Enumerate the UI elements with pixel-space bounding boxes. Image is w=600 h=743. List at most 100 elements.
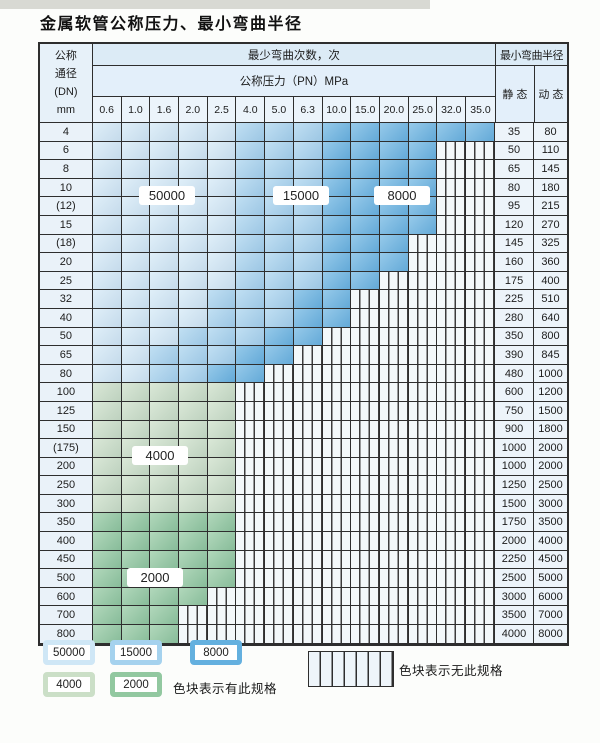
spec-cell-pn-6.3 xyxy=(293,215,323,235)
spec-cell-pn-1.0 xyxy=(121,271,151,291)
dn-label: 800 xyxy=(40,625,93,644)
dynamic-radius-value: 325 xyxy=(534,234,567,254)
table-row-dn-4: 4 35 80 xyxy=(40,123,567,142)
dynamic-radius-value: 3500 xyxy=(534,513,567,533)
spec-cell-pn-15.0 xyxy=(351,178,380,198)
spec-cell-pn-1.6 xyxy=(150,625,179,644)
table-header: 公称 通径 (DN) mm 最少弯曲次数，次 公称压力（PN）MPa 0.6 1.0 1.… xyxy=(40,44,567,123)
dn-label: 700 xyxy=(40,606,93,626)
spec-cell-pn-2.5 xyxy=(207,364,237,384)
spec-cell-pn-2.0 xyxy=(178,271,208,291)
spec-cell-pn-4.0 xyxy=(236,308,266,328)
dn-header-line: 通径 xyxy=(54,68,77,80)
spec-cell-pn-2.0 xyxy=(178,327,208,347)
spec-cell-pn-25.0 xyxy=(408,123,438,142)
spec-cell-pn-0.6 xyxy=(92,383,122,402)
scan-edge-strip xyxy=(0,0,430,9)
spec-cell-pn-6.3 xyxy=(293,271,323,291)
no-spec-cell-pn-20.0 xyxy=(379,532,409,551)
no-spec-cell-pn-35.0 xyxy=(466,253,495,272)
spec-cell-pn-6.3 xyxy=(293,141,323,161)
spec-cell-pn-1.0 xyxy=(121,476,151,495)
table-row-dn-450: 450 2250 4500 xyxy=(40,550,567,570)
spec-cell-pn-1.0 xyxy=(121,253,151,272)
no-spec-cell-pn-10.0 xyxy=(322,494,352,514)
no-spec-cell-pn-25.0 xyxy=(408,401,438,421)
table-row-dn-400: 400 2000 4000 xyxy=(40,532,567,551)
pressure-col-header-1.6: 1.6 xyxy=(150,97,179,123)
dynamic-radius-value: 2000 xyxy=(534,439,567,458)
no-spec-cell-pn-35.0 xyxy=(466,308,495,328)
no-spec-cell-pn-10.0 xyxy=(322,569,352,588)
dn-label: 15 xyxy=(40,215,93,235)
no-spec-cell-pn-20.0 xyxy=(379,383,409,402)
spec-cell-pn-5.0 xyxy=(265,271,294,291)
no-spec-cell-pn-10.0 xyxy=(322,457,352,477)
dynamic-radius-value: 8000 xyxy=(534,625,567,644)
spec-cell-pn-2.5 xyxy=(207,141,237,161)
dn-label: 6 xyxy=(40,141,93,161)
legend-no-spec-note: 色块表示无此规格 xyxy=(399,664,504,678)
spec-cell-pn-4.0 xyxy=(236,123,266,142)
spec-cell-pn-10.0 xyxy=(322,215,352,235)
dynamic-header: 动 态 xyxy=(534,66,567,123)
pressure-col-header-4.0: 4.0 xyxy=(236,97,266,123)
no-spec-cell-pn-6.3 xyxy=(293,625,323,644)
static-radius-value: 3000 xyxy=(494,587,535,607)
no-spec-cell-pn-4.0 xyxy=(236,513,266,533)
pressure-col-header-10.0: 10.0 xyxy=(322,97,352,123)
no-spec-cell-pn-5.0 xyxy=(265,476,294,495)
dn-label: 40 xyxy=(40,308,93,328)
no-spec-cell-pn-15.0 xyxy=(351,625,380,644)
spec-cell-pn-15.0 xyxy=(351,271,380,291)
spec-cell-pn-4.0 xyxy=(236,215,266,235)
no-spec-cell-pn-15.0 xyxy=(351,290,380,309)
dn-label: 125 xyxy=(40,401,93,421)
static-radius-value: 95 xyxy=(494,197,535,216)
dn-label: 80 xyxy=(40,364,93,384)
zone-label-4000: 4000 xyxy=(132,446,188,465)
no-spec-cell-pn-10.0 xyxy=(322,606,352,626)
no-spec-cell-pn-35.0 xyxy=(466,178,495,198)
spec-cell-pn-1.6 xyxy=(150,308,179,328)
spec-cell-pn-1.6 xyxy=(150,606,179,626)
spec-cell-pn-1.0 xyxy=(121,346,151,365)
dn-label: 8 xyxy=(40,160,93,179)
no-spec-cell-pn-35.0 xyxy=(466,532,495,551)
dn-label: 450 xyxy=(40,550,93,570)
spec-cell-pn-2.0 xyxy=(178,308,208,328)
dynamic-radius-value: 2500 xyxy=(534,476,567,495)
no-spec-cell-pn-35.0 xyxy=(466,271,495,291)
dn-label: 25 xyxy=(40,271,93,291)
no-spec-cell-pn-32.0 xyxy=(437,587,467,607)
spec-cell-pn-2.5 xyxy=(207,197,237,216)
static-radius-value: 65 xyxy=(494,160,535,179)
spec-cell-pn-1.0 xyxy=(121,494,151,514)
no-spec-cell-pn-20.0 xyxy=(379,457,409,477)
spec-cell-pn-20.0 xyxy=(379,160,409,179)
no-spec-cell-pn-6.3 xyxy=(293,606,323,626)
dn-label: 150 xyxy=(40,420,93,440)
no-spec-cell-pn-4.0 xyxy=(236,532,266,551)
legend-no-spec-swatch xyxy=(308,651,394,687)
spec-cell-pn-4.0 xyxy=(236,290,266,309)
no-spec-cell-pn-15.0 xyxy=(351,494,380,514)
no-spec-cell-pn-25.0 xyxy=(408,625,438,644)
spec-cell-pn-2.5 xyxy=(207,234,237,254)
spec-cell-pn-6.3 xyxy=(293,308,323,328)
legend-has-spec-note: 色块表示有此规格 xyxy=(173,682,278,696)
no-spec-cell-pn-20.0 xyxy=(379,494,409,514)
no-spec-cell-pn-20.0 xyxy=(379,420,409,440)
no-spec-cell-pn-6.3 xyxy=(293,476,323,495)
spec-cell-pn-2.0 xyxy=(178,401,208,421)
spec-cell-pn-1.6 xyxy=(150,420,179,440)
no-spec-cell-pn-32.0 xyxy=(437,606,467,626)
no-spec-cell-pn-32.0 xyxy=(437,457,467,477)
table-row-dn-800: 800 4000 8000 xyxy=(40,625,567,644)
spec-cell-pn-2.5 xyxy=(207,327,237,347)
no-spec-cell-pn-4.0 xyxy=(236,401,266,421)
no-spec-cell-pn-5.0 xyxy=(265,606,294,626)
dn-label: 400 xyxy=(40,532,93,551)
static-radius-value: 900 xyxy=(494,420,535,440)
spec-cell-pn-4.0 xyxy=(236,178,266,198)
